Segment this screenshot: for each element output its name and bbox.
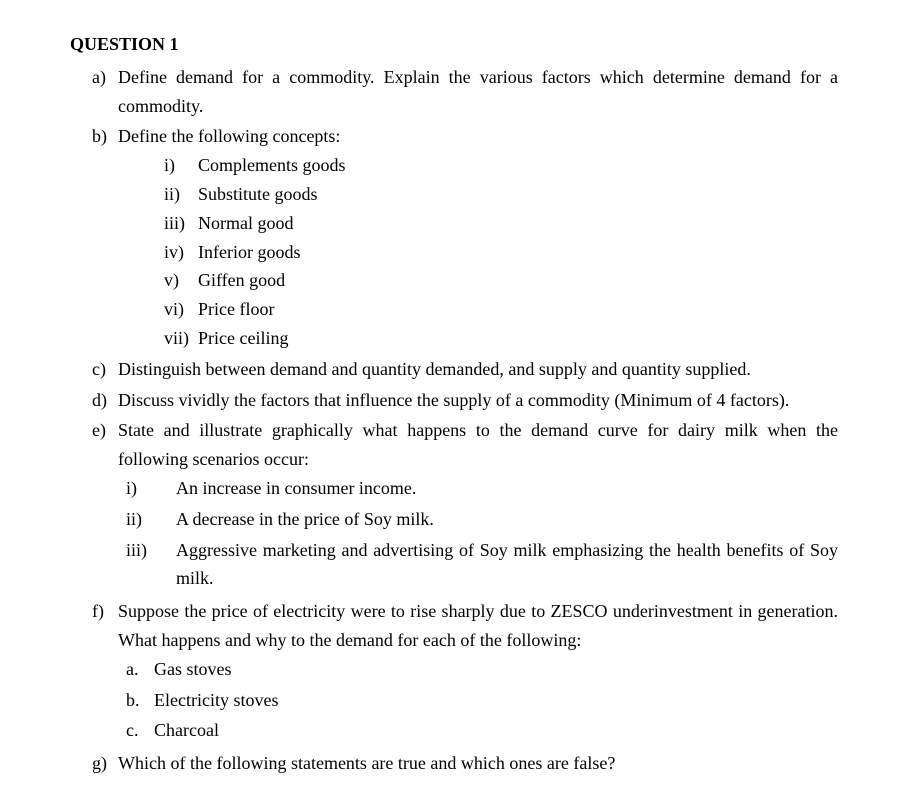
sub-item-ii: ii) A decrease in the price of Soy milk. <box>126 505 838 534</box>
sub-item-v: v) Giffen good <box>164 266 838 295</box>
item-text: Discuss vividly the factors that influen… <box>118 386 838 415</box>
question-item-f: f) Suppose the price of electricity were… <box>92 597 838 747</box>
item-marker: e) <box>92 416 118 595</box>
item-marker: f) <box>92 597 118 747</box>
sub-item-i: i) An increase in consumer income. <box>126 474 838 503</box>
sub-item-ii: ii) Substitute goods <box>164 180 838 209</box>
sub-item-iv: iv) Inferior goods <box>164 238 838 267</box>
sub-text: Aggressive marketing and advertising of … <box>176 536 838 594</box>
sub-marker: ii) <box>164 180 198 209</box>
question-item-c: c) Distinguish between demand and quanti… <box>92 355 838 384</box>
sub-marker: iv) <box>164 238 198 267</box>
sub-text: Charcoal <box>154 716 838 745</box>
item-marker: g) <box>92 749 118 778</box>
sub-item-c: c. Charcoal <box>126 716 838 745</box>
sub-marker: i) <box>126 474 176 503</box>
item-text: Define demand for a commodity. Explain t… <box>118 63 838 121</box>
sub-text: Complements goods <box>198 151 838 180</box>
sub-marker: v) <box>164 266 198 295</box>
sub-marker: b. <box>126 686 154 715</box>
item-text: State and illustrate graphically what ha… <box>118 416 838 474</box>
sub-text: An increase in consumer income. <box>176 474 838 503</box>
sub-item-i: i) Complements goods <box>164 151 838 180</box>
item-text: Suppose the price of electricity were to… <box>118 597 838 655</box>
sub-item-vii: vii) Price ceiling <box>164 324 838 353</box>
sub-item-iii: iii) Normal good <box>164 209 838 238</box>
sub-marker: iii) <box>126 536 176 594</box>
sub-text: Substitute goods <box>198 180 838 209</box>
sub-marker: vi) <box>164 295 198 324</box>
item-text: Distinguish between demand and quantity … <box>118 355 838 384</box>
question-item-e: e) State and illustrate graphically what… <box>92 416 838 595</box>
question-title: QUESTION 1 <box>70 30 838 59</box>
sub-marker: ii) <box>126 505 176 534</box>
sub-marker: c. <box>126 716 154 745</box>
sub-text: Normal good <box>198 209 838 238</box>
sub-list: i) Complements goods ii) Substitute good… <box>118 151 838 353</box>
sub-list: a. Gas stoves b. Electricity stoves c. C… <box>118 655 838 745</box>
sub-list: i) An increase in consumer income. ii) A… <box>118 474 838 593</box>
document-page: QUESTION 1 a) Define demand for a commod… <box>70 30 838 778</box>
question-list: a) Define demand for a commodity. Explai… <box>70 63 838 778</box>
sub-item-a: a. Gas stoves <box>126 655 838 684</box>
sub-text: Electricity stoves <box>154 686 838 715</box>
sub-marker: iii) <box>164 209 198 238</box>
sub-text: A decrease in the price of Soy milk. <box>176 505 838 534</box>
item-marker: b) <box>92 122 118 352</box>
sub-marker: a. <box>126 655 154 684</box>
sub-text: Giffen good <box>198 266 838 295</box>
item-marker: c) <box>92 355 118 384</box>
item-content: Define the following concepts: i) Comple… <box>118 122 838 352</box>
item-text: Which of the following statements are tr… <box>118 749 838 778</box>
question-item-a: a) Define demand for a commodity. Explai… <box>92 63 838 121</box>
sub-marker: vii) <box>164 324 198 353</box>
sub-text: Gas stoves <box>154 655 838 684</box>
item-marker: a) <box>92 63 118 121</box>
sub-text: Price ceiling <box>198 324 838 353</box>
sub-item-b: b. Electricity stoves <box>126 686 838 715</box>
sub-text: Price floor <box>198 295 838 324</box>
item-text: Define the following concepts: <box>118 122 838 151</box>
item-marker: d) <box>92 386 118 415</box>
sub-item-iii: iii) Aggressive marketing and advertisin… <box>126 536 838 594</box>
sub-item-vi: vi) Price floor <box>164 295 838 324</box>
item-content: State and illustrate graphically what ha… <box>118 416 838 595</box>
question-item-b: b) Define the following concepts: i) Com… <box>92 122 838 352</box>
question-item-g: g) Which of the following statements are… <box>92 749 838 778</box>
item-content: Suppose the price of electricity were to… <box>118 597 838 747</box>
sub-marker: i) <box>164 151 198 180</box>
question-item-d: d) Discuss vividly the factors that infl… <box>92 386 838 415</box>
sub-text: Inferior goods <box>198 238 838 267</box>
